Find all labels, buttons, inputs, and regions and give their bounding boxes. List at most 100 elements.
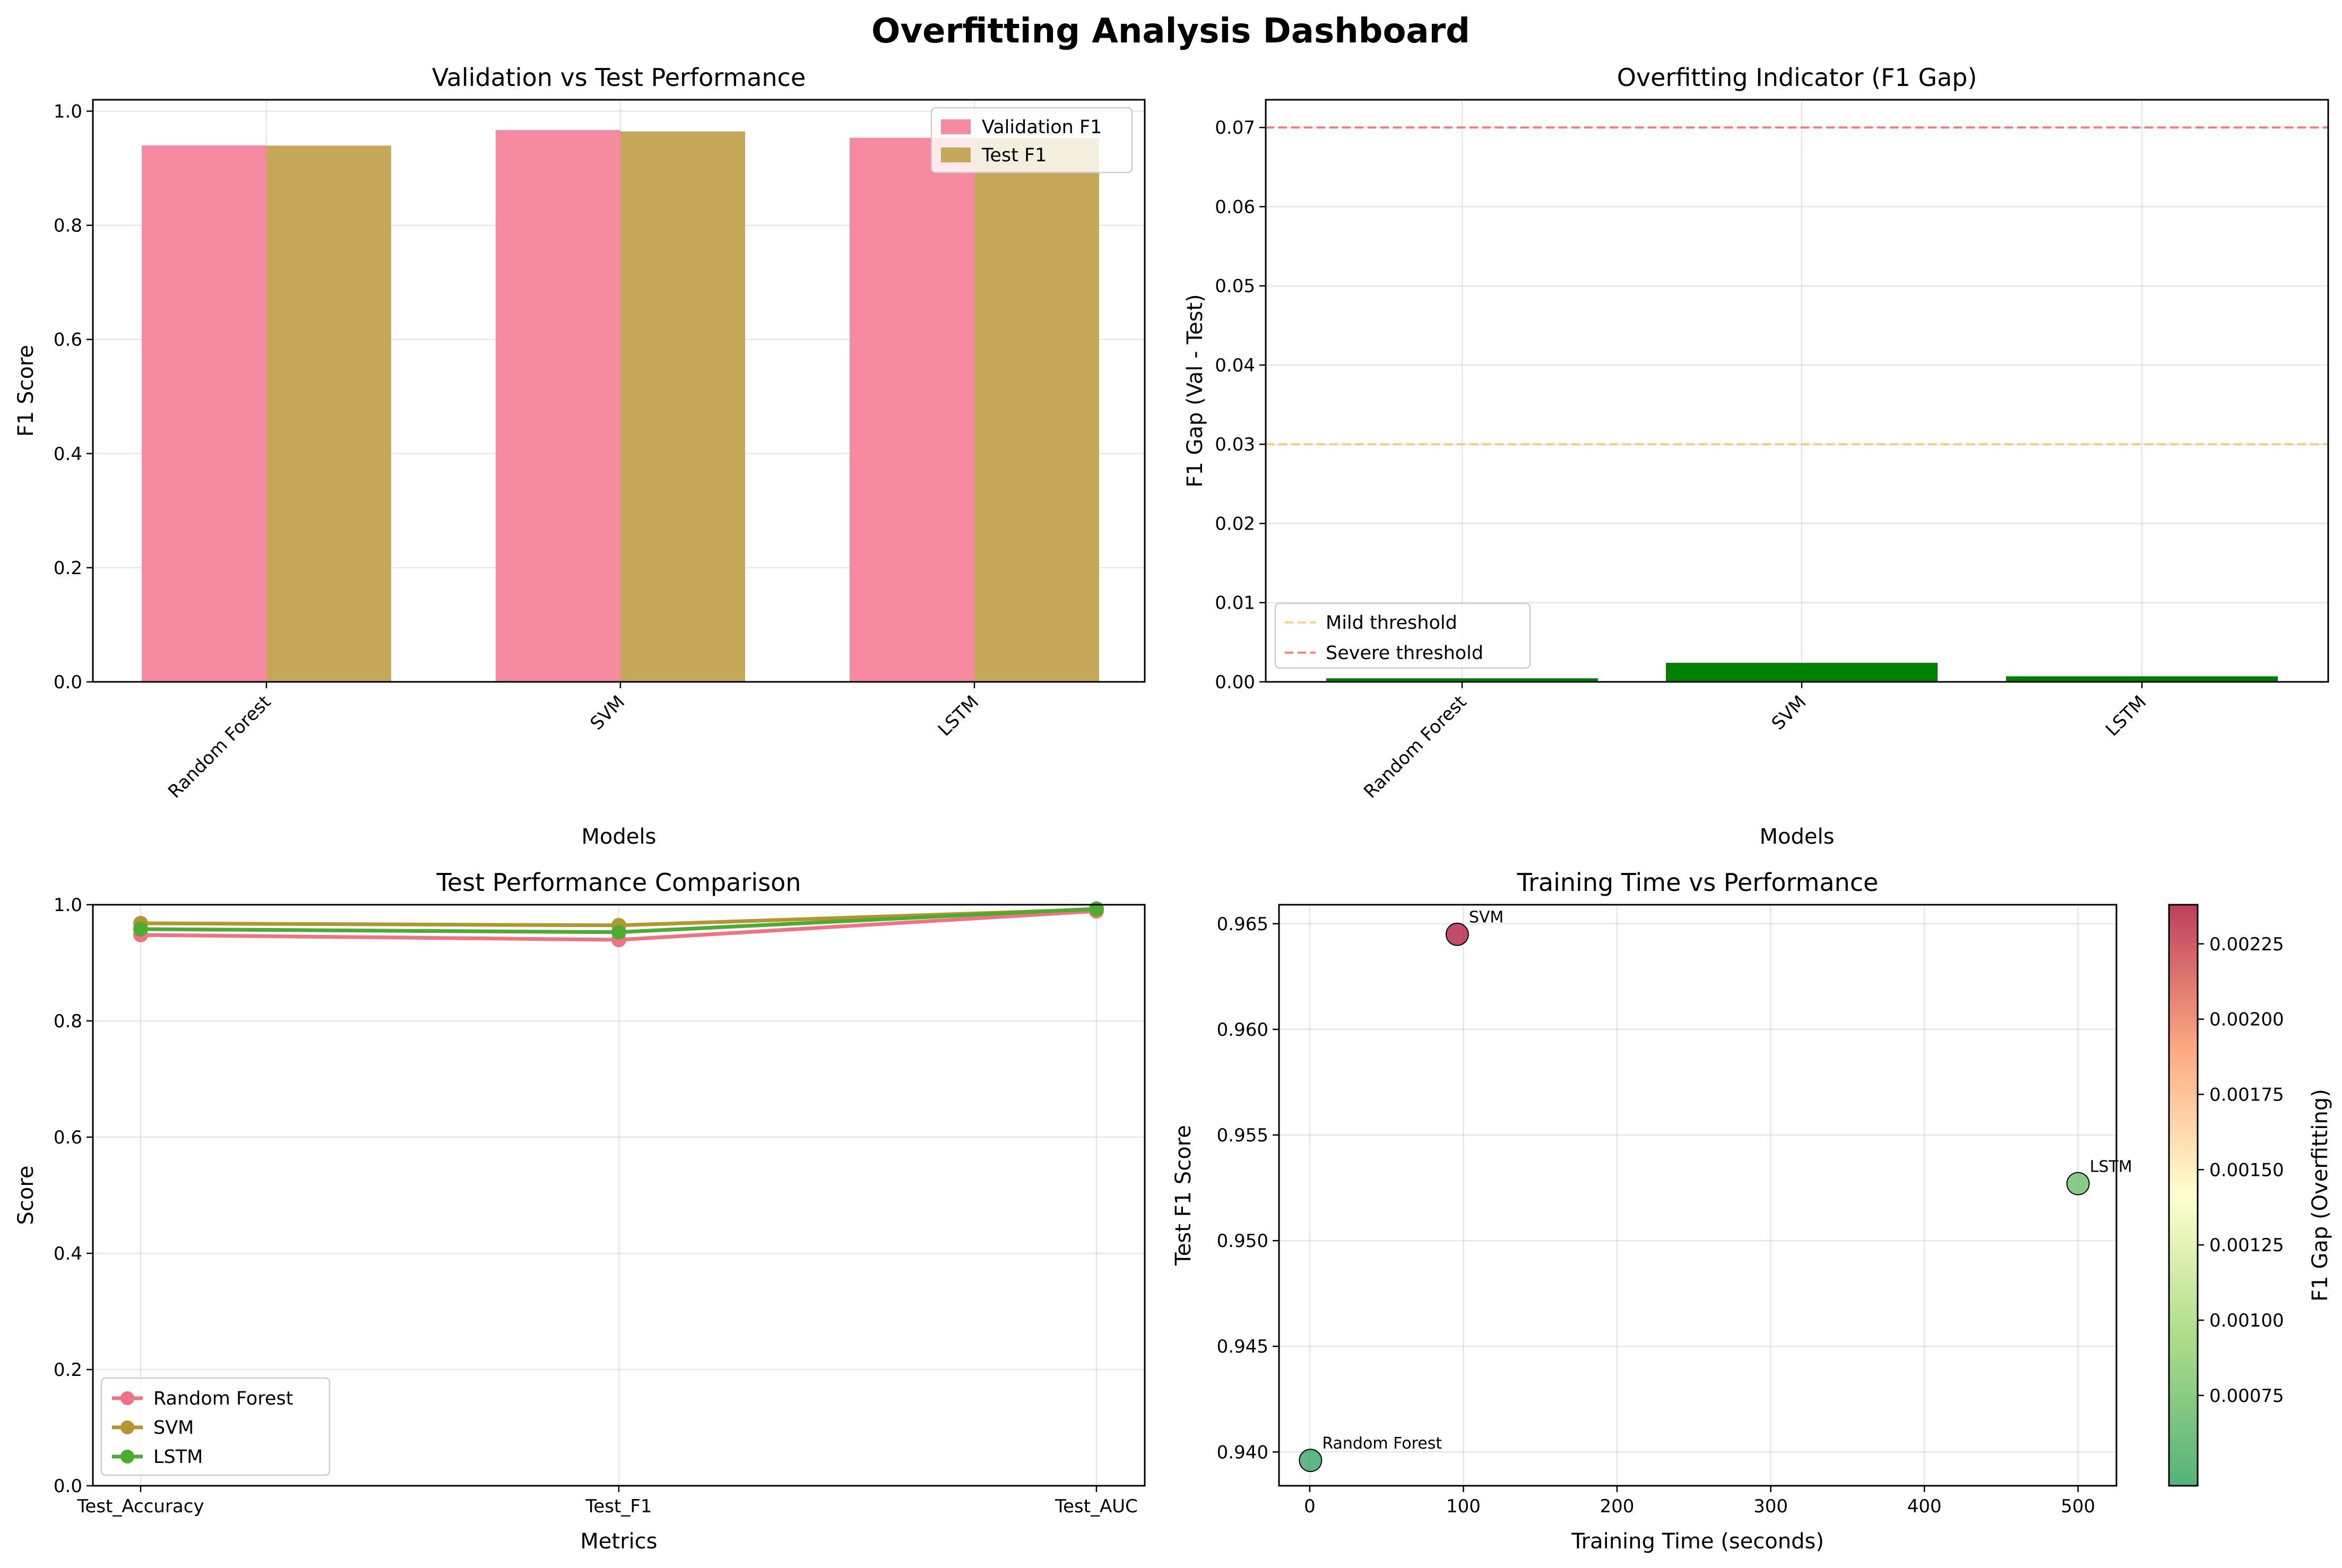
y-tick-label: 0.0	[54, 672, 82, 693]
legend-box	[930, 107, 1133, 174]
y-tick-label: 0.6	[54, 330, 82, 351]
panel-validation-vs-test: 0.0 0.2 0.4 0.6 0.8 1.0 Random Forest SVM LSTM Va…	[14, 63, 1146, 849]
y-tick-label: 0.0	[54, 1476, 82, 1497]
scatter-point	[1445, 922, 1469, 946]
x-tick-label: SVM	[1768, 691, 1811, 734]
y-tick-label: 0.950	[1217, 1231, 1268, 1252]
legend-swatch	[941, 148, 971, 162]
dashboard-title: Overfitting Analysis Dashboard	[871, 12, 1470, 51]
scatter-point	[1299, 1449, 1323, 1472]
gap-bar	[1666, 663, 1938, 682]
legend-label: Test F1	[981, 145, 1047, 166]
scatter-point	[2066, 1172, 2090, 1196]
gap-bar	[2006, 676, 2278, 682]
y-tick-label: 0.05	[1215, 276, 1255, 297]
point-annotation: SVM	[1469, 908, 1503, 927]
y-tick-label: 0.06	[1215, 196, 1255, 218]
legend-swatch	[941, 119, 971, 134]
x-axis-label: Models	[1760, 825, 1835, 849]
x-tick-label: LSTM	[2102, 691, 2150, 740]
colorbar-tick-label: 0.00175	[2209, 1084, 2284, 1105]
y-tick-label: 1.0	[54, 101, 82, 123]
legend-marker	[120, 1420, 134, 1434]
y-tick-label: 0.945	[1217, 1336, 1268, 1357]
gap-bar	[1326, 678, 1598, 682]
legend-label: Random Forest	[153, 1388, 293, 1409]
x-tick-label: 500	[2061, 1496, 2095, 1517]
legend-label: SVM	[153, 1417, 194, 1439]
legend-marker	[120, 1450, 134, 1463]
y-tick-label: 0.01	[1215, 593, 1255, 614]
y-tick-label: 0.8	[54, 215, 82, 237]
point-annotation: Random Forest	[1322, 1434, 1442, 1453]
y-tick-label: 1.0	[54, 895, 82, 916]
colorbar-tick-label: 0.00200	[2209, 1009, 2284, 1030]
plot-frame	[92, 99, 1146, 683]
x-tick-label: 0	[1304, 1496, 1316, 1517]
colorbar-tick-label: 0.00125	[2209, 1235, 2284, 1256]
x-tick-label: 200	[1600, 1496, 1635, 1517]
x-axis-label: Metrics	[580, 1529, 657, 1554]
chart-title: Validation vs Test Performance	[432, 63, 806, 92]
y-tick-label: 0.00	[1215, 672, 1255, 693]
y-tick-label: 0.4	[54, 1243, 82, 1264]
plot-frame	[1265, 99, 2329, 683]
y-tick-label: 0.965	[1217, 914, 1268, 935]
bar-validation-f1	[142, 145, 266, 682]
legend-label: Mild threshold	[1326, 612, 1457, 634]
x-axis-label: Training Time (seconds)	[1571, 1529, 1824, 1554]
x-tick-label: 400	[1907, 1496, 1942, 1517]
plot-frame	[1278, 904, 2118, 1487]
x-axis-label: Models	[582, 825, 656, 849]
bar-validation-f1	[496, 130, 620, 682]
y-tick-label: 0.2	[54, 1359, 82, 1381]
colorbar-tick-label: 0.00225	[2209, 934, 2284, 955]
panel-test-performance: 0.0 0.2 0.4 0.6 0.8 1.0 Test_Accuracy Test_F1 Te…	[14, 868, 1146, 1554]
y-tick-label: 0.2	[54, 558, 82, 579]
legend-label: Severe threshold	[1326, 643, 1483, 664]
y-tick-label: 0.955	[1217, 1125, 1268, 1146]
series-point	[133, 921, 148, 937]
y-axis-label: Test F1 Score	[1171, 1125, 1196, 1266]
x-tick-label: 300	[1753, 1496, 1788, 1517]
y-tick-label: 0.03	[1215, 434, 1255, 455]
panel-training-time: 0.940 0.945 0.950 0.955 0.960 0.965 0 100 200 300…	[1171, 868, 2332, 1554]
chart-title: Training Time vs Performance	[1517, 868, 1879, 897]
bar-test-f1	[620, 131, 745, 682]
y-tick-label: 0.8	[54, 1011, 82, 1032]
x-tick-label: LSTM	[934, 691, 983, 740]
x-tick-label: SVM	[586, 691, 629, 734]
y-tick-label: 0.07	[1215, 117, 1255, 138]
colorbar-tick-label: 0.00075	[2209, 1385, 2284, 1407]
y-tick-label: 0.6	[54, 1127, 82, 1148]
legend-marker	[120, 1391, 134, 1405]
chart-title: Overfitting Indicator (F1 Gap)	[1617, 63, 1977, 92]
series-point	[611, 924, 626, 940]
legend-box	[1274, 602, 1531, 669]
y-tick-label: 0.4	[54, 444, 82, 465]
y-axis-label: F1 Score	[14, 345, 38, 437]
plot-frame	[92, 904, 1146, 1487]
legend-label: Validation F1	[982, 117, 1102, 138]
bar-test-f1	[974, 138, 1099, 682]
y-axis-label: Score	[14, 1165, 38, 1225]
colorbar-tick-label: 0.00150	[2209, 1159, 2284, 1181]
x-tick-label: Random Forest	[164, 691, 275, 802]
point-annotation: LSTM	[2090, 1158, 2132, 1176]
bar-validation-f1	[850, 137, 974, 682]
series-point	[1089, 901, 1104, 916]
y-tick-label: 0.940	[1217, 1442, 1268, 1463]
colorbar-label: F1 Gap (Overfitting)	[2308, 1089, 2332, 1302]
x-tick-label: Test_Accuracy	[76, 1496, 204, 1517]
y-tick-label: 0.04	[1215, 355, 1255, 376]
y-tick-label: 0.960	[1217, 1019, 1268, 1041]
x-tick-label: Random Forest	[1360, 691, 1471, 802]
legend-box	[100, 1377, 331, 1476]
y-axis-label: F1 Gap (Val - Test)	[1183, 294, 1207, 488]
x-tick-label: Test_AUC	[1055, 1496, 1138, 1517]
x-tick-label: 100	[1446, 1496, 1481, 1517]
x-tick-label: Test_F1	[585, 1496, 652, 1517]
legend-label: LSTM	[153, 1446, 203, 1468]
y-tick-label: 0.02	[1215, 513, 1255, 534]
